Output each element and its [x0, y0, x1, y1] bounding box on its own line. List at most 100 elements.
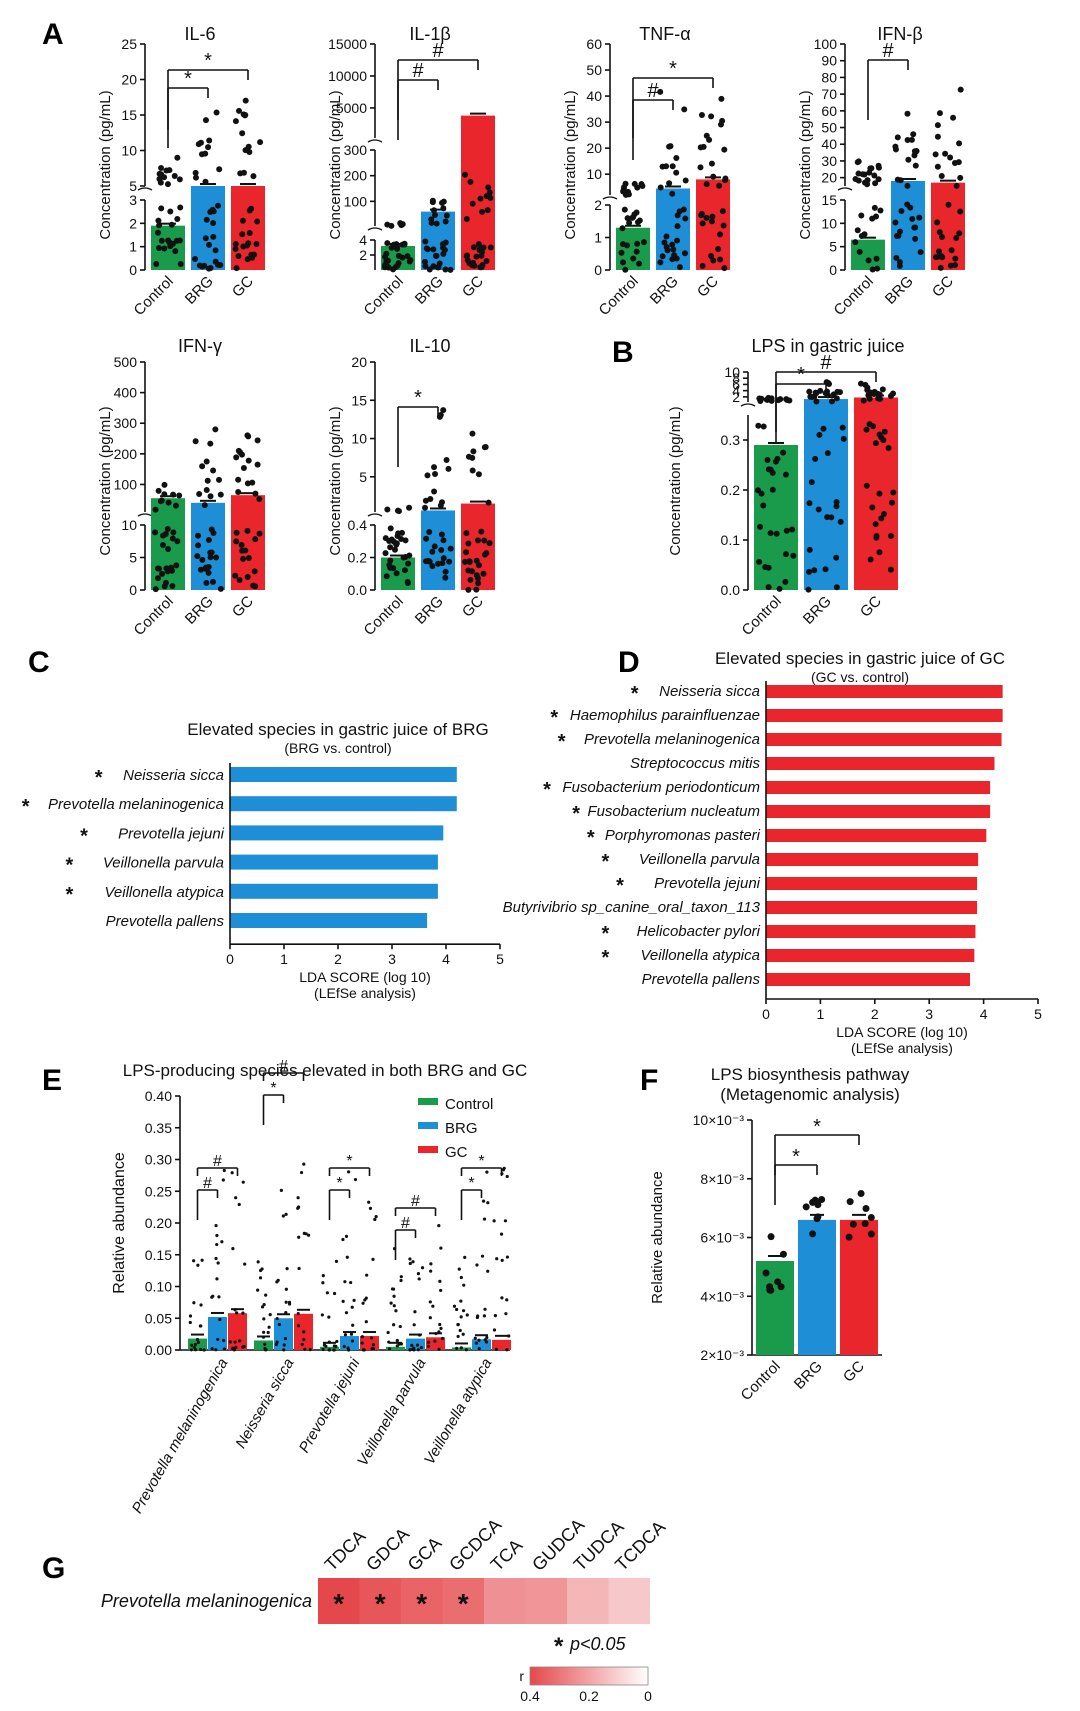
data-point: [387, 525, 394, 532]
data-point: [500, 1296, 504, 1300]
data-point: [442, 266, 449, 273]
data-point: [239, 130, 246, 137]
data-point: [221, 1178, 225, 1182]
axis-break: [837, 187, 853, 191]
data-point: [300, 1342, 304, 1346]
lda-bar: [230, 913, 428, 928]
data-point: [855, 158, 862, 165]
lda-bar: [766, 781, 991, 794]
data-point: [876, 549, 883, 556]
data-point: [233, 1340, 237, 1344]
data-point: [412, 1323, 416, 1327]
data-point: [199, 1303, 203, 1307]
bar-gc: [492, 1339, 511, 1350]
data-point: [857, 380, 864, 387]
data-point: [210, 1347, 214, 1351]
data-point: [205, 144, 212, 151]
heatmap-cell: [608, 1578, 650, 1624]
lda-bar: [230, 767, 457, 782]
data-point: [250, 582, 257, 589]
data-point: [244, 573, 251, 580]
data-point: [351, 1323, 355, 1327]
data-point: [775, 397, 782, 404]
data-point: [462, 171, 469, 178]
lda-bar: [766, 757, 995, 770]
species-label: Prevotella melaninogenica: [48, 796, 224, 813]
data-point: [855, 170, 862, 177]
data-point: [717, 231, 724, 238]
data-point: [872, 440, 879, 447]
y-tick-label: 25: [121, 36, 137, 52]
data-point: [833, 554, 840, 561]
data-point: [814, 1201, 822, 1209]
heatmap-column-label: GDCA: [362, 1524, 413, 1575]
data-point: [238, 1339, 242, 1343]
data-point: [202, 178, 209, 185]
legend-swatch-brg: [418, 1122, 438, 1129]
y-axis-label: Concentration (pg/mL): [327, 406, 344, 555]
data-point: [406, 258, 413, 265]
data-point: [168, 221, 175, 228]
data-point: [442, 574, 449, 581]
data-point: [399, 221, 406, 228]
data-point: [766, 1283, 774, 1291]
lda-bar: [766, 901, 978, 914]
data-point: [875, 176, 882, 183]
data-point: [408, 1257, 412, 1261]
y-tick-label: 0.00: [145, 1342, 172, 1358]
y-tick-label: 5000: [336, 100, 367, 116]
data-point: [335, 1339, 339, 1344]
chart-title: LPS-producing species elevated in both B…: [123, 1061, 527, 1080]
data-point: [776, 585, 783, 592]
data-point: [282, 1348, 286, 1352]
data-point: [422, 497, 429, 504]
chart-title: IL-1β: [409, 24, 450, 44]
data-point: [155, 245, 162, 252]
x-tick-label: 5: [496, 951, 504, 967]
species-label: Veillonella atypica: [640, 947, 760, 964]
data-point: [371, 1257, 375, 1261]
data-point: [231, 1347, 235, 1351]
data-point: [861, 231, 868, 238]
data-point: [495, 1257, 499, 1261]
data-point: [233, 538, 240, 545]
y-tick-label: 300: [114, 415, 138, 431]
data-point: [822, 566, 829, 573]
data-point: [429, 1269, 433, 1273]
data-point: [481, 551, 488, 558]
data-point: [262, 1330, 266, 1334]
data-point: [285, 1266, 289, 1271]
data-point: [633, 248, 640, 255]
data-point: [481, 444, 488, 451]
y-tick-label: 90: [821, 53, 837, 69]
data-point: [888, 532, 895, 539]
data-point: [813, 398, 820, 405]
data-point: [352, 1298, 356, 1302]
data-point: [719, 208, 726, 215]
data-point: [262, 1302, 266, 1307]
y-tick-label: 0.25: [145, 1183, 172, 1199]
x-tick-label: GC: [694, 273, 722, 301]
data-point: [839, 424, 846, 431]
data-point: [442, 218, 449, 225]
y-tick-label: 0.3: [721, 432, 741, 448]
sig-star: *: [587, 827, 595, 849]
data-point: [398, 1324, 402, 1329]
data-point: [438, 1322, 442, 1327]
data-point: [674, 237, 681, 244]
data-point: [757, 523, 764, 530]
data-point: [195, 532, 202, 539]
data-point: [204, 477, 211, 484]
data-point: [621, 206, 628, 213]
axis-break: [137, 513, 153, 517]
data-point: [911, 152, 918, 159]
data-point: [410, 1347, 415, 1352]
bar-brg: [406, 1338, 425, 1350]
heatmap-sig-star: *: [333, 1588, 344, 1619]
data-point: [349, 1280, 353, 1285]
data-point: [361, 1301, 365, 1305]
data-point: [426, 1344, 431, 1348]
y-tick-label: 10: [351, 431, 367, 447]
data-point: [170, 529, 177, 536]
data-point: [341, 1299, 345, 1303]
